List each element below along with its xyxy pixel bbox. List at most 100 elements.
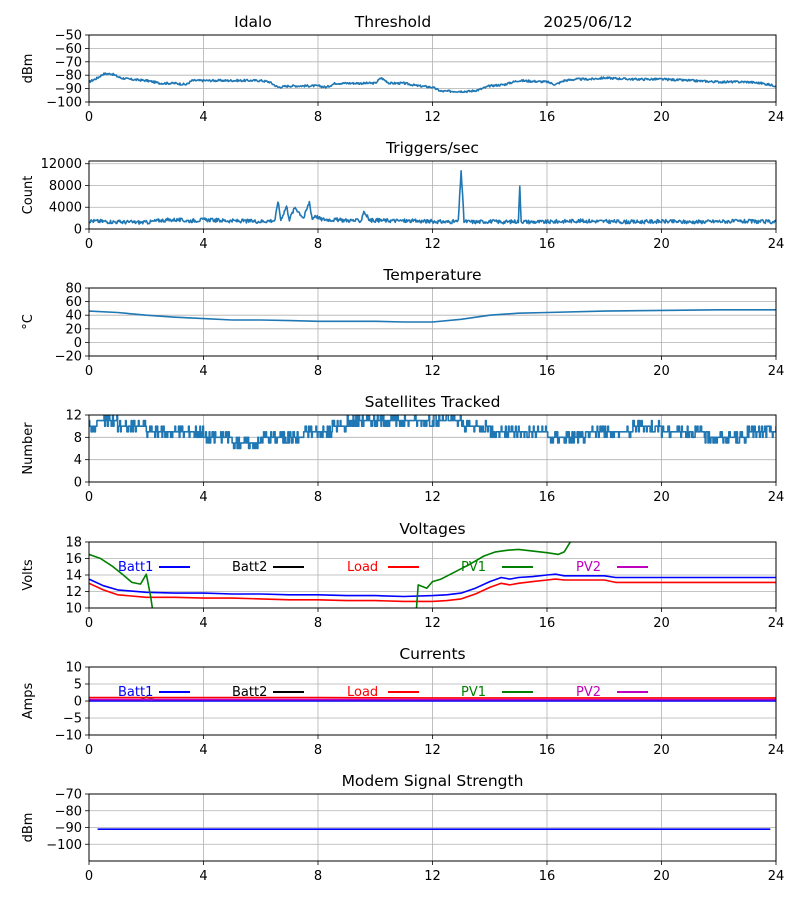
x-tick-label: 4 [199,364,207,379]
header-station: Idalo [234,13,272,31]
x-tick-label: 4 [199,237,207,252]
chart-title: Voltages [399,520,465,538]
x-tick-label: 8 [314,364,322,379]
y-axis-label: Volts [21,559,36,591]
y-tick-label: −70 [55,788,82,803]
y-tick-label: 16 [65,552,82,567]
panel-4: 0 4 8 12 16 20 24 0 4 8 12 Satellites Tracked Number [21,393,784,505]
legend-label-load: Load [347,560,378,575]
y-axis-label: dBm [21,813,36,843]
series-line-pv1 [89,542,572,608]
y-axis-label: °C [21,314,36,330]
y-tick-label: 8 [74,431,82,446]
y-tick-label: −10 [55,729,82,744]
panel-2: 0 4 8 12 16 20 24 0 4000 8000 12000 Triggers/sec Cou… [21,139,784,252]
x-tick-label: 8 [314,743,322,758]
x-tick-label: 12 [424,616,441,631]
y-tick-label: 12000 [41,157,82,172]
x-tick-label: 24 [768,616,785,631]
x-tick-label: 24 [768,869,785,884]
x-tick-label: 16 [539,616,556,631]
x-tick-label: 8 [314,869,322,884]
chart-title: Currents [399,645,465,663]
chart-title: Triggers/sec [385,139,479,157]
x-tick-label: 16 [539,237,556,252]
x-tick-label: 16 [539,869,556,884]
panel-6: 0 4 8 12 16 20 24 −10 −5 0 5 10 Currents Amps Batt1 Bat… [21,645,784,758]
x-tick-label: 24 [768,743,785,758]
y-tick-label: −50 [55,29,82,44]
y-tick-label: −100 [46,838,82,853]
x-tick-label: 20 [653,364,670,379]
header-date: 2025/06/12 [543,13,632,31]
series-line-main [89,309,776,323]
chart-title: Satellites Tracked [365,393,501,411]
series-line-load [89,578,776,603]
y-tick-label: 14 [65,569,82,584]
y-tick-label: 12 [65,585,82,600]
legend-label-batt2: Batt2 [232,560,267,575]
x-tick-label: 8 [314,237,322,252]
series-line-main [89,415,776,450]
x-tick-label: 4 [199,869,207,884]
series-line-main [89,72,776,94]
x-tick-label: 24 [768,490,785,505]
y-tick-label: 80 [65,282,82,297]
x-tick-label: 0 [85,110,93,125]
x-tick-label: 12 [424,110,441,125]
y-axis-label: dBm [21,54,36,84]
y-tick-label: 0 [74,476,82,491]
chart-title: Modem Signal Strength [342,772,524,790]
legend-label-pv2: PV2 [576,685,601,700]
y-tick-label: 12 [65,409,82,424]
x-tick-label: 12 [424,869,441,884]
legend-label-pv1: PV1 [461,560,486,575]
chart-title: Temperature [382,266,481,284]
series-line-main [89,170,776,225]
y-tick-label: −80 [55,804,82,819]
series-line-batt1 [89,573,776,598]
y-tick-label: 18 [65,536,82,551]
x-tick-label: 20 [653,490,670,505]
y-tick-label: −20 [55,350,82,365]
y-tick-label: 4 [74,453,82,468]
legend-label-batt2: Batt2 [232,685,267,700]
y-tick-label: 4000 [49,201,82,216]
x-tick-label: 0 [85,237,93,252]
x-tick-label: 12 [424,364,441,379]
x-tick-label: 12 [424,743,441,758]
y-tick-label: 10 [65,602,82,617]
x-tick-label: 16 [539,364,556,379]
x-tick-label: 0 [85,743,93,758]
y-tick-label: 5 [74,678,82,693]
legend-label-batt1: Batt1 [118,560,153,575]
x-tick-label: 12 [424,490,441,505]
x-tick-label: 0 [85,869,93,884]
y-axis-label: Amps [21,682,36,719]
x-tick-label: 24 [768,364,785,379]
y-tick-label: 60 [65,295,82,310]
y-tick-label: −80 [55,69,82,84]
x-tick-label: 24 [768,110,785,125]
x-tick-label: 16 [539,110,556,125]
y-tick-label: 0 [74,336,82,351]
legend-label-pv1: PV1 [461,685,486,700]
y-axis-label: Count [21,176,36,215]
y-tick-label: 20 [65,322,82,337]
legend-label-pv2: PV2 [576,560,601,575]
x-tick-label: 4 [199,616,207,631]
x-tick-label: 0 [85,616,93,631]
x-tick-label: 20 [653,869,670,884]
y-tick-label: −100 [46,96,82,111]
x-tick-label: 4 [199,743,207,758]
y-tick-label: 0 [74,695,82,710]
x-tick-label: 0 [85,490,93,505]
x-tick-label: 20 [653,237,670,252]
y-tick-label: −5 [63,712,82,727]
x-tick-label: 8 [314,616,322,631]
panel-1: 0 4 8 12 16 20 24 −100−90−80−70−60−50 dBm [21,29,784,126]
